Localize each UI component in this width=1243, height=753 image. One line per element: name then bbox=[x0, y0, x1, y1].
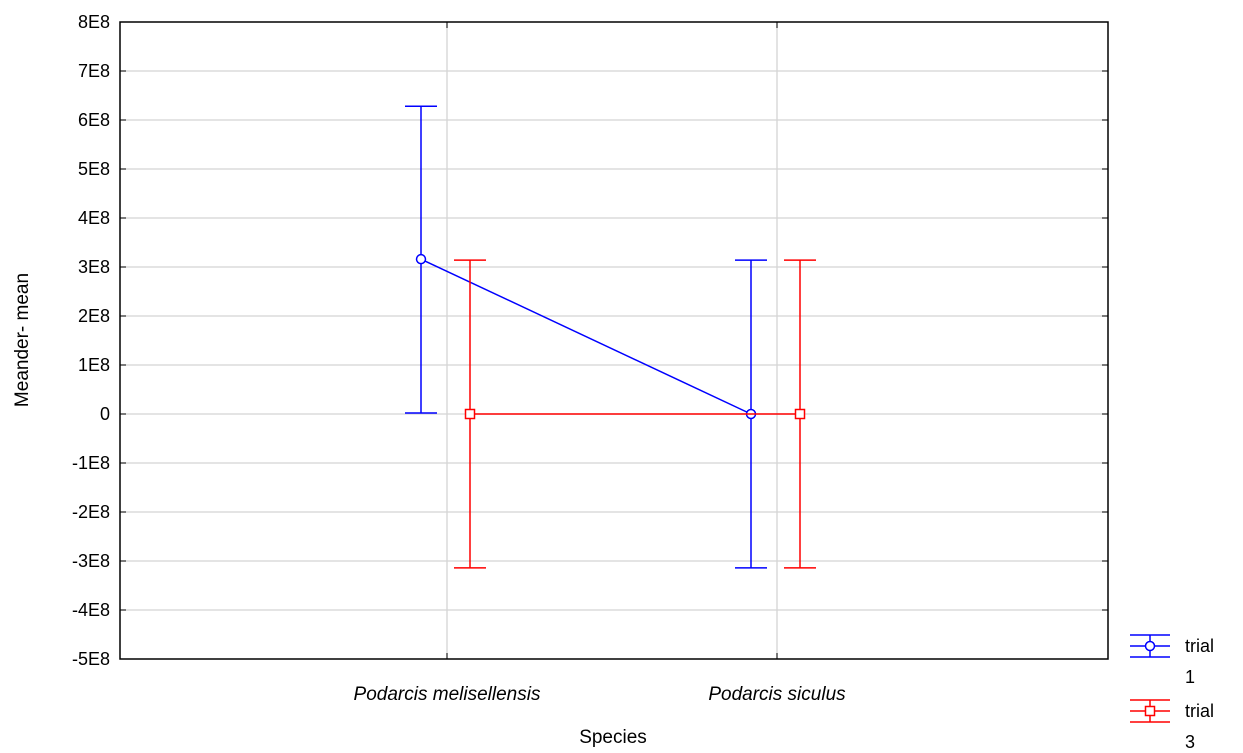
y-tick-label: -4E8 bbox=[72, 600, 110, 620]
series-1 bbox=[405, 105, 767, 569]
legend-label: trial bbox=[1185, 701, 1214, 721]
y-tick-label: -2E8 bbox=[72, 502, 110, 522]
x-tick-label: Podarcis melisellensis bbox=[354, 684, 541, 705]
legend-marker bbox=[1144, 640, 1156, 652]
y-tick-label: 7E8 bbox=[78, 61, 110, 81]
y-tick-label: 3E8 bbox=[78, 257, 110, 277]
y-axis-title: Meander- mean bbox=[12, 273, 33, 407]
y-tick-label: 8E8 bbox=[78, 12, 110, 32]
y-tick-label: 5E8 bbox=[78, 159, 110, 179]
y-tick-label: 1E8 bbox=[78, 355, 110, 375]
y-tick-label: 2E8 bbox=[78, 306, 110, 326]
y-axis: -5E8 -4E8 -3E8 -2E8 -1E8 0 1E8 2E8 3E8 4E8 5E8 6E8 7… bbox=[72, 12, 1108, 669]
data-point bbox=[794, 408, 806, 420]
plot-series bbox=[405, 105, 816, 569]
y-tick-label: 6E8 bbox=[78, 110, 110, 130]
data-point bbox=[415, 253, 427, 265]
y-tick-label: -5E8 bbox=[72, 649, 110, 669]
series-2 bbox=[454, 259, 816, 569]
x-axis-title: Species bbox=[579, 727, 647, 748]
legend-label: trial bbox=[1185, 636, 1214, 656]
legend-label: 3 bbox=[1185, 732, 1195, 752]
x-tick-label: Podarcis siculus bbox=[708, 684, 846, 705]
x-axis: Podarcis melisellensis Podarcis siculus bbox=[354, 22, 846, 705]
legend-item-2: trial 3 bbox=[1130, 699, 1214, 752]
legend-marker bbox=[1144, 705, 1156, 717]
data-point bbox=[464, 408, 476, 420]
y-tick-label: -3E8 bbox=[72, 551, 110, 571]
y-tick-label: 0 bbox=[100, 404, 110, 424]
plot-frame bbox=[119, 21, 1109, 660]
legend-item-1: trial 1 bbox=[1130, 634, 1214, 687]
y-tick-label: -1E8 bbox=[72, 453, 110, 473]
grid bbox=[120, 22, 1108, 659]
y-tick-label: 4E8 bbox=[78, 208, 110, 228]
legend: trial 1 trial 3 bbox=[1130, 634, 1214, 752]
legend-label: 1 bbox=[1185, 667, 1195, 687]
series-line bbox=[420, 258, 752, 415]
